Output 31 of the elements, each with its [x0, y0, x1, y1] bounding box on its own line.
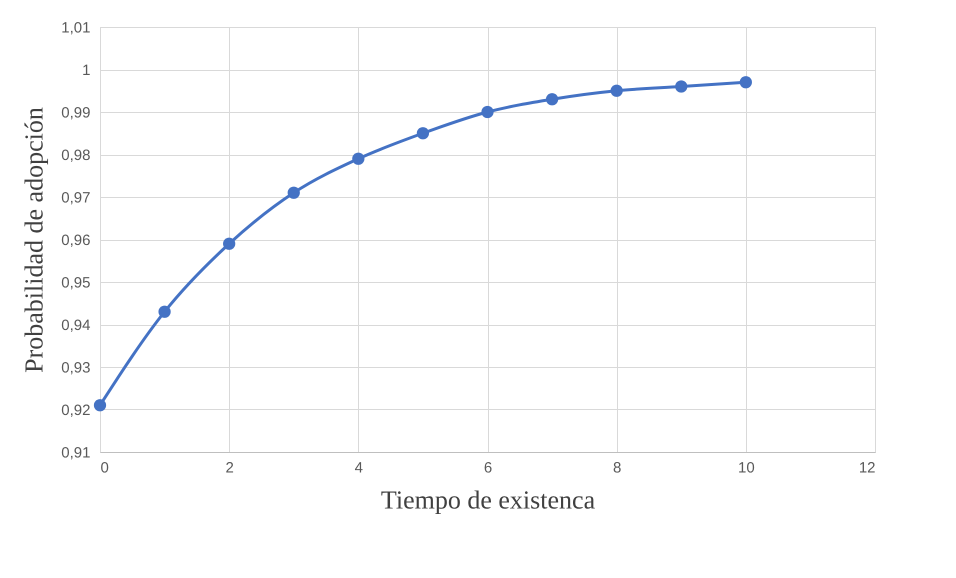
y-tick-label: 0,95 — [61, 274, 90, 292]
y-tick-label: 0,91 — [61, 444, 90, 462]
y-tick-label: 0,99 — [61, 104, 90, 122]
point — [610, 84, 623, 97]
y-tick-label: 1 — [82, 62, 90, 79]
y-tick-label: 0,93 — [61, 360, 90, 376]
point — [158, 306, 171, 318]
y-tick-label: 0,92 — [61, 402, 90, 419]
point — [546, 93, 558, 106]
point — [352, 152, 364, 165]
y-tick-label: 0,98 — [61, 147, 90, 164]
x-tick-label: 12 — [858, 460, 876, 476]
x-tick-label: 0 — [100, 460, 109, 476]
point — [740, 76, 752, 88]
x-tick-label: 2 — [225, 460, 234, 476]
x-tick-label: 6 — [484, 460, 492, 476]
x-tick-label: 8 — [612, 460, 622, 476]
x-tick-label: 10 — [738, 460, 755, 476]
point — [481, 106, 494, 118]
point — [288, 186, 300, 199]
y-tick-label: 0,96 — [61, 232, 90, 249]
y-tick-label: 1,01 — [61, 20, 90, 36]
y-axis-title: Probabilidad de adopción — [19, 107, 48, 373]
point — [94, 399, 106, 412]
x-tick-label: 4 — [354, 460, 364, 476]
x-axis-title: Tiempo de existenca — [380, 486, 596, 514]
y-tick-label: 0,94 — [61, 317, 90, 334]
y-tick-label: 0,97 — [61, 190, 90, 206]
point — [416, 127, 430, 140]
point — [675, 80, 688, 93]
point — [223, 238, 236, 250]
